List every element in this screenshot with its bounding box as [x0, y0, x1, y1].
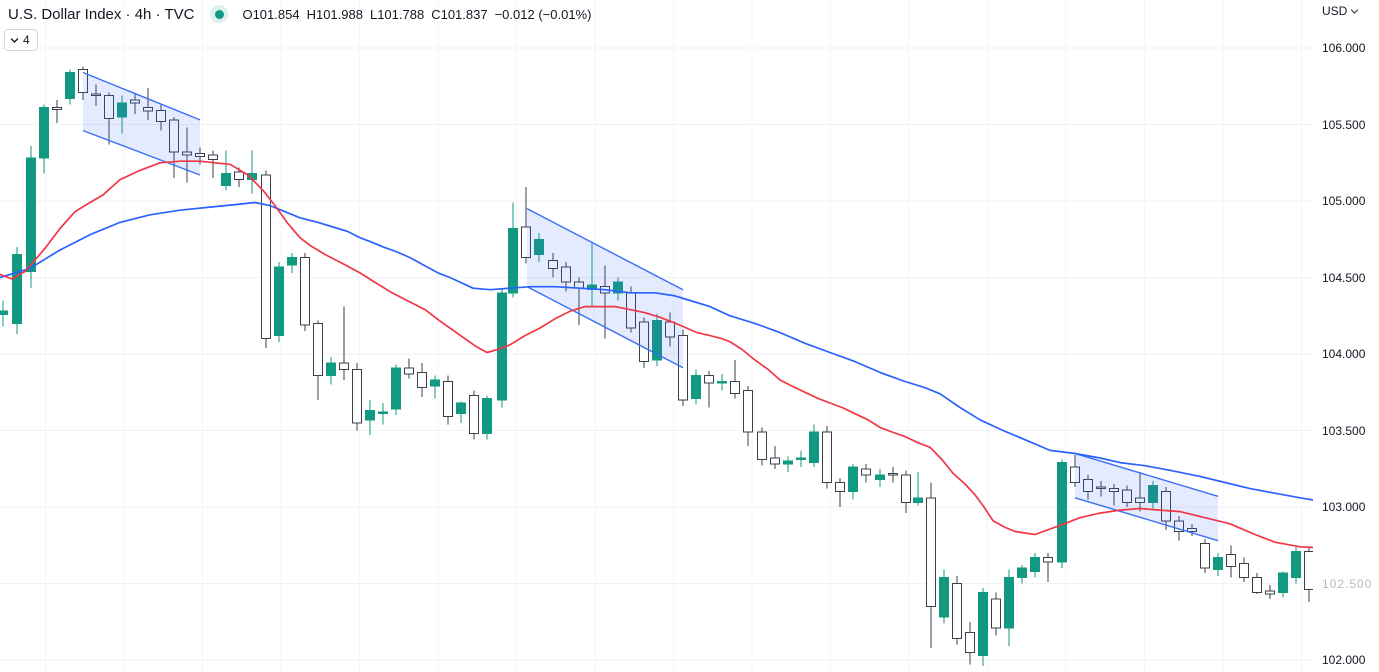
price-axis-label: 106.000 [1322, 41, 1366, 55]
series-status-icon [210, 5, 229, 23]
price-axis-label: 104.000 [1322, 347, 1366, 361]
chart-surface[interactable] [0, 0, 1313, 672]
high-value: H 101.988 [306, 6, 363, 22]
indicator-collapse-button[interactable]: 4 [4, 29, 38, 51]
status-dot-icon [214, 9, 224, 19]
price-axis-label: 103.500 [1322, 423, 1366, 438]
price-axis[interactable]: USD 106.000 105.500 105.000 104.500 103.500 1… [1313, 0, 1379, 672]
open-value: O 101.854 [242, 6, 300, 22]
ohlc-values: O 101.854 H 101.988 L 101.788 C 101.837 −0.0… [242, 7, 591, 22]
price-axis-label: 102.500 [1322, 576, 1373, 591]
candlestick-chart [0, 47, 1313, 667]
symbol-title[interactable]: U.S. Dollar Index · 4h · TVC [8, 5, 195, 23]
chevron-down-icon [10, 37, 19, 43]
low-value: L 101.788 [369, 6, 425, 22]
close-value: C 101.837 [431, 6, 488, 22]
price-change: −0.012 (−0.01%) [494, 6, 592, 22]
price-axis-label: 105.000 [1322, 194, 1366, 208]
price-axis-label: 103.000 [1322, 500, 1366, 514]
price-axis-label: 104.500 [1322, 270, 1366, 285]
price-axis-label: 102.000 [1322, 653, 1366, 667]
currency-selector[interactable]: USD [1322, 4, 1359, 18]
chevron-down-icon [1351, 8, 1359, 14]
price-axis-label: 105.500 [1322, 117, 1366, 132]
